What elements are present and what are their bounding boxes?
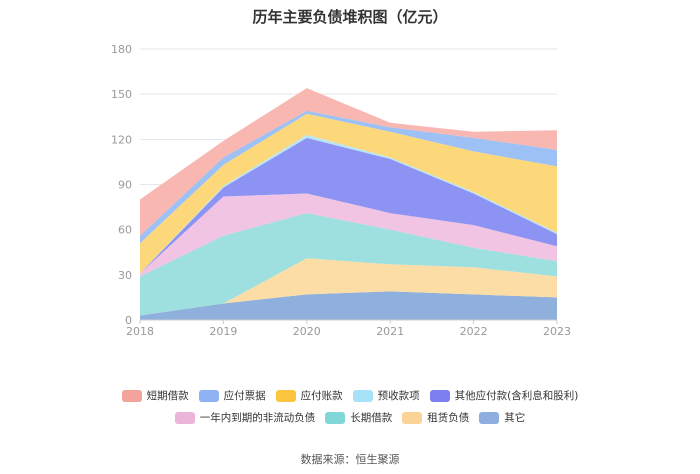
legend-item[interactable]: 长期借款 bbox=[325, 410, 392, 425]
area-series-2 bbox=[140, 258, 557, 316]
area-series-4 bbox=[140, 193, 557, 277]
legend-label: 一年内到期的非流动负债 bbox=[199, 412, 316, 424]
legend-swatch bbox=[479, 411, 500, 424]
legend-swatch bbox=[429, 389, 450, 402]
area-series-7 bbox=[140, 113, 557, 274]
legend-item[interactable]: 其他应付款(含利息和股利) bbox=[429, 388, 579, 403]
legend-label: 长期借款 bbox=[350, 412, 393, 424]
legend-swatch bbox=[174, 411, 195, 424]
legend-item[interactable]: 预收款项 bbox=[352, 388, 420, 403]
legend-swatch bbox=[402, 411, 423, 424]
legend-swatch bbox=[121, 389, 142, 402]
legend-label: 其它 bbox=[504, 412, 526, 424]
legend-swatch bbox=[198, 389, 219, 402]
legend-item[interactable]: 其它 bbox=[479, 410, 525, 425]
legend-label: 应付账款 bbox=[300, 390, 343, 402]
legend-label: 应付票据 bbox=[223, 390, 266, 402]
data-source: 数据来源：恒生聚源 bbox=[300, 453, 400, 466]
legend: 短期借款 应付票据 应付账款 预收款项 其他应付款(含利息和股利) 一年内到期的非流动负… bbox=[0, 388, 700, 432]
legend-item[interactable]: 租赁负债 bbox=[402, 410, 469, 425]
legend-label: 短期借款 bbox=[146, 390, 189, 402]
area-series bbox=[140, 88, 557, 320]
legend-label: 预收款项 bbox=[377, 390, 420, 402]
legend-label: 租赁负债 bbox=[427, 412, 470, 424]
x-tick-label: 2022 bbox=[460, 325, 488, 338]
area-series-9 bbox=[140, 88, 557, 236]
x-tick-label: 2019 bbox=[209, 325, 237, 338]
y-tick-label: 180 bbox=[111, 43, 132, 56]
x-tick-label: 2018 bbox=[126, 325, 154, 338]
legend-swatch bbox=[275, 389, 296, 402]
legend-item[interactable]: 一年内到期的非流动负债 bbox=[174, 410, 316, 425]
area-series-5 bbox=[140, 137, 557, 274]
y-tick-label: 0 bbox=[125, 314, 132, 327]
x-tick-label: 2020 bbox=[293, 325, 321, 338]
x-tick-label: 2023 bbox=[543, 325, 571, 338]
y-tick-label: 90 bbox=[118, 179, 132, 192]
area-series-3 bbox=[140, 213, 557, 316]
legend-row-1: 短期借款 应付票据 应付账款 预收款项 其他应付款(含利息和股利) bbox=[0, 388, 700, 403]
legend-label: 其他应付款(含利息和股利) bbox=[454, 390, 579, 402]
y-tick-label: 30 bbox=[118, 269, 132, 282]
legend-item[interactable]: 应付票据 bbox=[198, 388, 266, 403]
y-tick-label: 150 bbox=[111, 88, 132, 101]
legend-swatch bbox=[325, 411, 346, 424]
stacked-area-chart: 0 30 60 90 120 150 180 2018 2019 2020 2021 2022 2023 bbox=[111, 43, 571, 338]
y-tick-label: 60 bbox=[118, 224, 132, 237]
area-series-8 bbox=[140, 110, 557, 244]
chart-title: 历年主要负债堆积图（亿元） bbox=[252, 8, 448, 26]
legend-swatch bbox=[352, 389, 373, 402]
area-series-1 bbox=[140, 291, 557, 320]
axes: 0 30 60 90 120 150 180 2018 2019 2020 2021 2022 2023 bbox=[111, 43, 571, 338]
legend-item[interactable]: 短期借款 bbox=[121, 388, 189, 403]
x-tick-label: 2021 bbox=[376, 325, 404, 338]
legend-row-2: 一年内到期的非流动负债 长期借款 租赁负债 其它 bbox=[0, 410, 700, 425]
legend-item[interactable]: 应付账款 bbox=[275, 388, 343, 403]
y-tick-label: 120 bbox=[111, 133, 132, 146]
